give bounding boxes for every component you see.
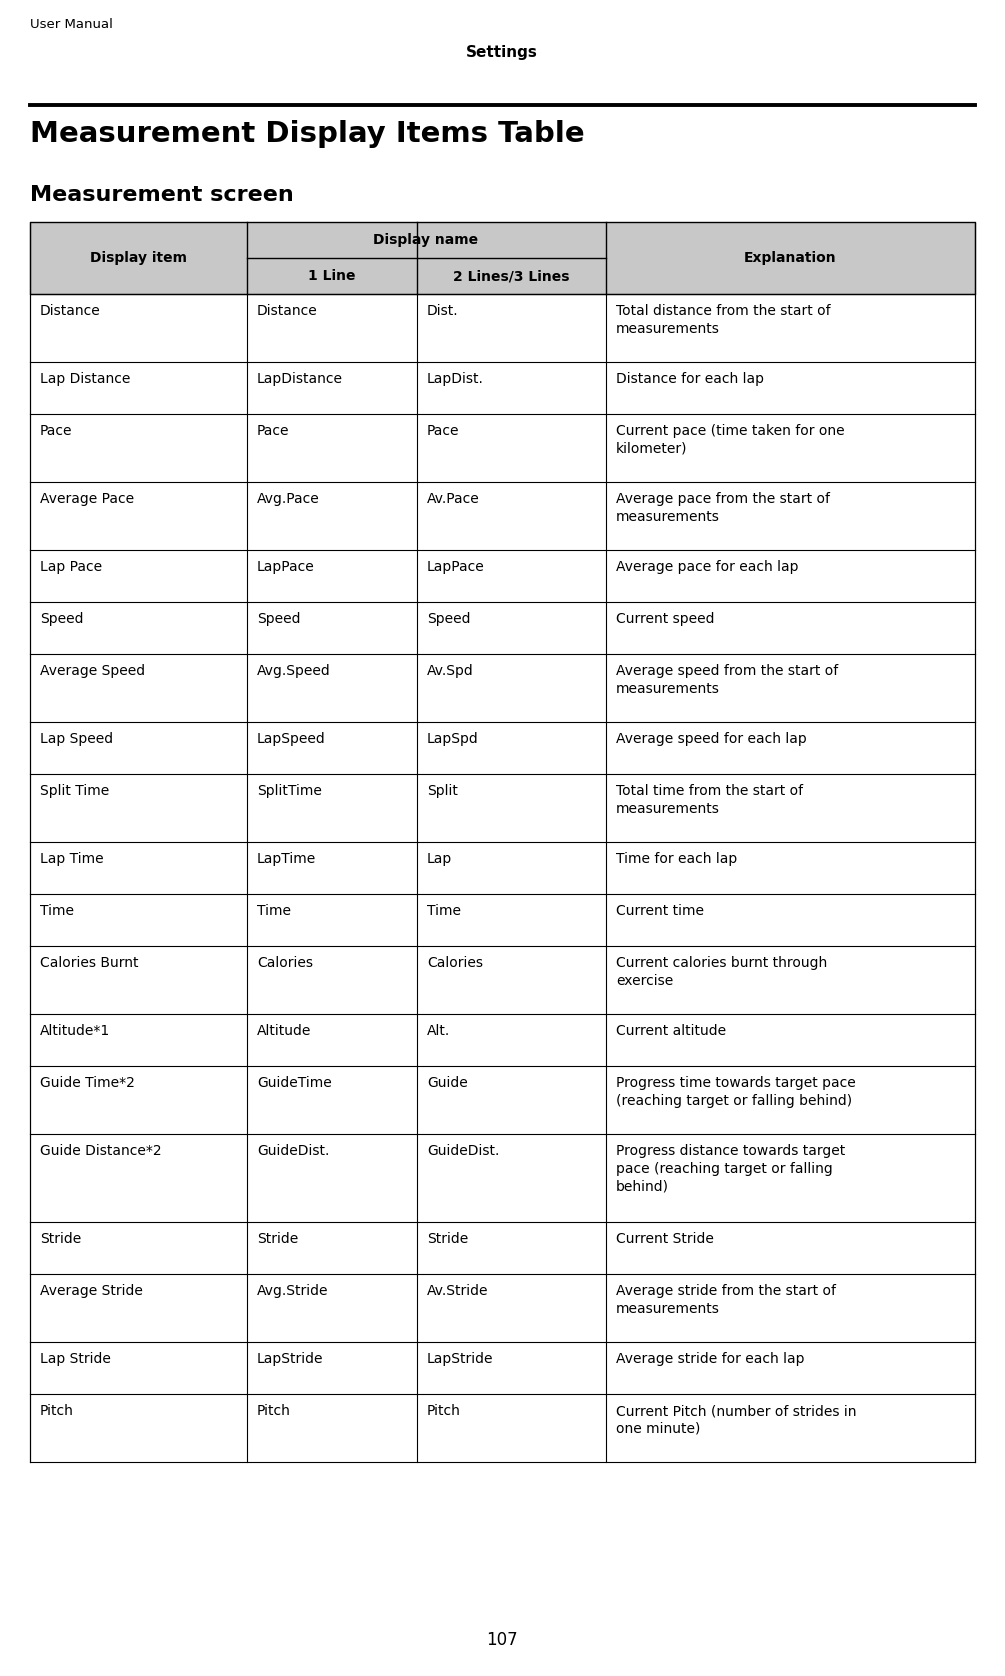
Text: Time for each lap: Time for each lap [616,851,738,866]
Text: Current altitude: Current altitude [616,1024,727,1037]
Text: Lap Stride: Lap Stride [40,1353,111,1366]
Text: Lap Speed: Lap Speed [40,732,114,746]
Text: Measurement screen: Measurement screen [30,184,293,204]
Text: Average stride for each lap: Average stride for each lap [616,1353,804,1366]
Text: Distance for each lap: Distance for each lap [616,372,764,385]
Text: Current speed: Current speed [616,612,715,627]
Text: Pace: Pace [257,424,289,437]
Text: GuideDist.: GuideDist. [257,1145,330,1158]
Text: Avg.Pace: Avg.Pace [257,493,320,506]
Text: Speed: Speed [257,612,300,627]
Text: Lap Distance: Lap Distance [40,372,131,385]
Text: LapSpd: LapSpd [427,732,478,746]
Text: Guide Distance*2: Guide Distance*2 [40,1145,162,1158]
Text: Distance: Distance [40,303,100,318]
Text: Stride: Stride [427,1232,468,1245]
Text: 2 Lines/3 Lines: 2 Lines/3 Lines [452,270,569,283]
Text: User Manual: User Manual [30,18,113,30]
Text: LapTime: LapTime [257,851,317,866]
Text: Speed: Speed [40,612,83,627]
Text: Avg.Stride: Avg.Stride [257,1284,329,1297]
Text: LapStride: LapStride [257,1353,324,1366]
Text: Explanation: Explanation [744,251,836,265]
Text: Calories: Calories [257,955,313,970]
Text: Time: Time [257,903,291,918]
Text: 1 Line: 1 Line [309,270,356,283]
Text: Measurement Display Items Table: Measurement Display Items Table [30,121,585,147]
Text: LapPace: LapPace [257,560,315,573]
Text: Average speed for each lap: Average speed for each lap [616,732,807,746]
Text: Average pace from the start of
measurements: Average pace from the start of measureme… [616,493,830,525]
Text: Av.Pace: Av.Pace [427,493,479,506]
Text: Split: Split [427,784,458,798]
Text: GuideTime: GuideTime [257,1076,332,1089]
Text: Avg.Speed: Avg.Speed [257,664,331,679]
Text: Pitch: Pitch [257,1404,290,1418]
Text: SplitTime: SplitTime [257,784,322,798]
Text: Average Speed: Average Speed [40,664,145,679]
Text: Display name: Display name [374,233,478,246]
Text: LapDistance: LapDistance [257,372,343,385]
Text: Guide Time*2: Guide Time*2 [40,1076,135,1089]
Text: Average Stride: Average Stride [40,1284,143,1297]
Text: Average stride from the start of
measurements: Average stride from the start of measure… [616,1284,836,1316]
Text: Pitch: Pitch [427,1404,461,1418]
Text: Guide: Guide [427,1076,467,1089]
Text: Progress time towards target pace
(reaching target or falling behind): Progress time towards target pace (reach… [616,1076,855,1108]
Text: Calories Burnt: Calories Burnt [40,955,139,970]
Text: Total distance from the start of
measurements: Total distance from the start of measure… [616,303,830,335]
Text: Distance: Distance [257,303,318,318]
Text: Current Stride: Current Stride [616,1232,714,1245]
Text: Dist.: Dist. [427,303,458,318]
Text: Current calories burnt through
exercise: Current calories burnt through exercise [616,955,827,987]
Text: LapPace: LapPace [427,560,484,573]
Text: Stride: Stride [257,1232,298,1245]
Text: Display item: Display item [89,251,187,265]
Text: Speed: Speed [427,612,470,627]
Text: Pace: Pace [427,424,459,437]
Text: Split Time: Split Time [40,784,110,798]
Text: Current Pitch (number of strides in
one minute): Current Pitch (number of strides in one … [616,1404,856,1436]
Text: Average pace for each lap: Average pace for each lap [616,560,799,573]
Text: Total time from the start of
measurements: Total time from the start of measurement… [616,784,803,816]
Text: Pitch: Pitch [40,1404,74,1418]
Text: Average Pace: Average Pace [40,493,134,506]
Text: Lap Pace: Lap Pace [40,560,103,573]
Text: Time: Time [40,903,74,918]
Text: Av.Spd: Av.Spd [427,664,473,679]
Text: LapSpeed: LapSpeed [257,732,326,746]
Text: Time: Time [427,903,461,918]
Text: Stride: Stride [40,1232,81,1245]
Text: Current time: Current time [616,903,703,918]
Text: LapDist.: LapDist. [427,372,483,385]
Text: LapStride: LapStride [427,1353,493,1366]
Text: Lap Time: Lap Time [40,851,104,866]
Text: Calories: Calories [427,955,483,970]
Text: GuideDist.: GuideDist. [427,1145,499,1158]
Bar [30,221,975,293]
Text: Altitude*1: Altitude*1 [40,1024,111,1037]
Text: Altitude: Altitude [257,1024,312,1037]
Text: Progress distance towards target
pace (reaching target or falling
behind): Progress distance towards target pace (r… [616,1145,845,1193]
Text: 107: 107 [486,1631,518,1649]
Text: Pace: Pace [40,424,72,437]
Text: Settings: Settings [466,45,538,60]
Text: Lap: Lap [427,851,452,866]
Text: Current pace (time taken for one
kilometer): Current pace (time taken for one kilomet… [616,424,844,456]
Text: Av.Stride: Av.Stride [427,1284,488,1297]
Text: Average speed from the start of
measurements: Average speed from the start of measurem… [616,664,838,696]
Text: Alt.: Alt. [427,1024,450,1037]
